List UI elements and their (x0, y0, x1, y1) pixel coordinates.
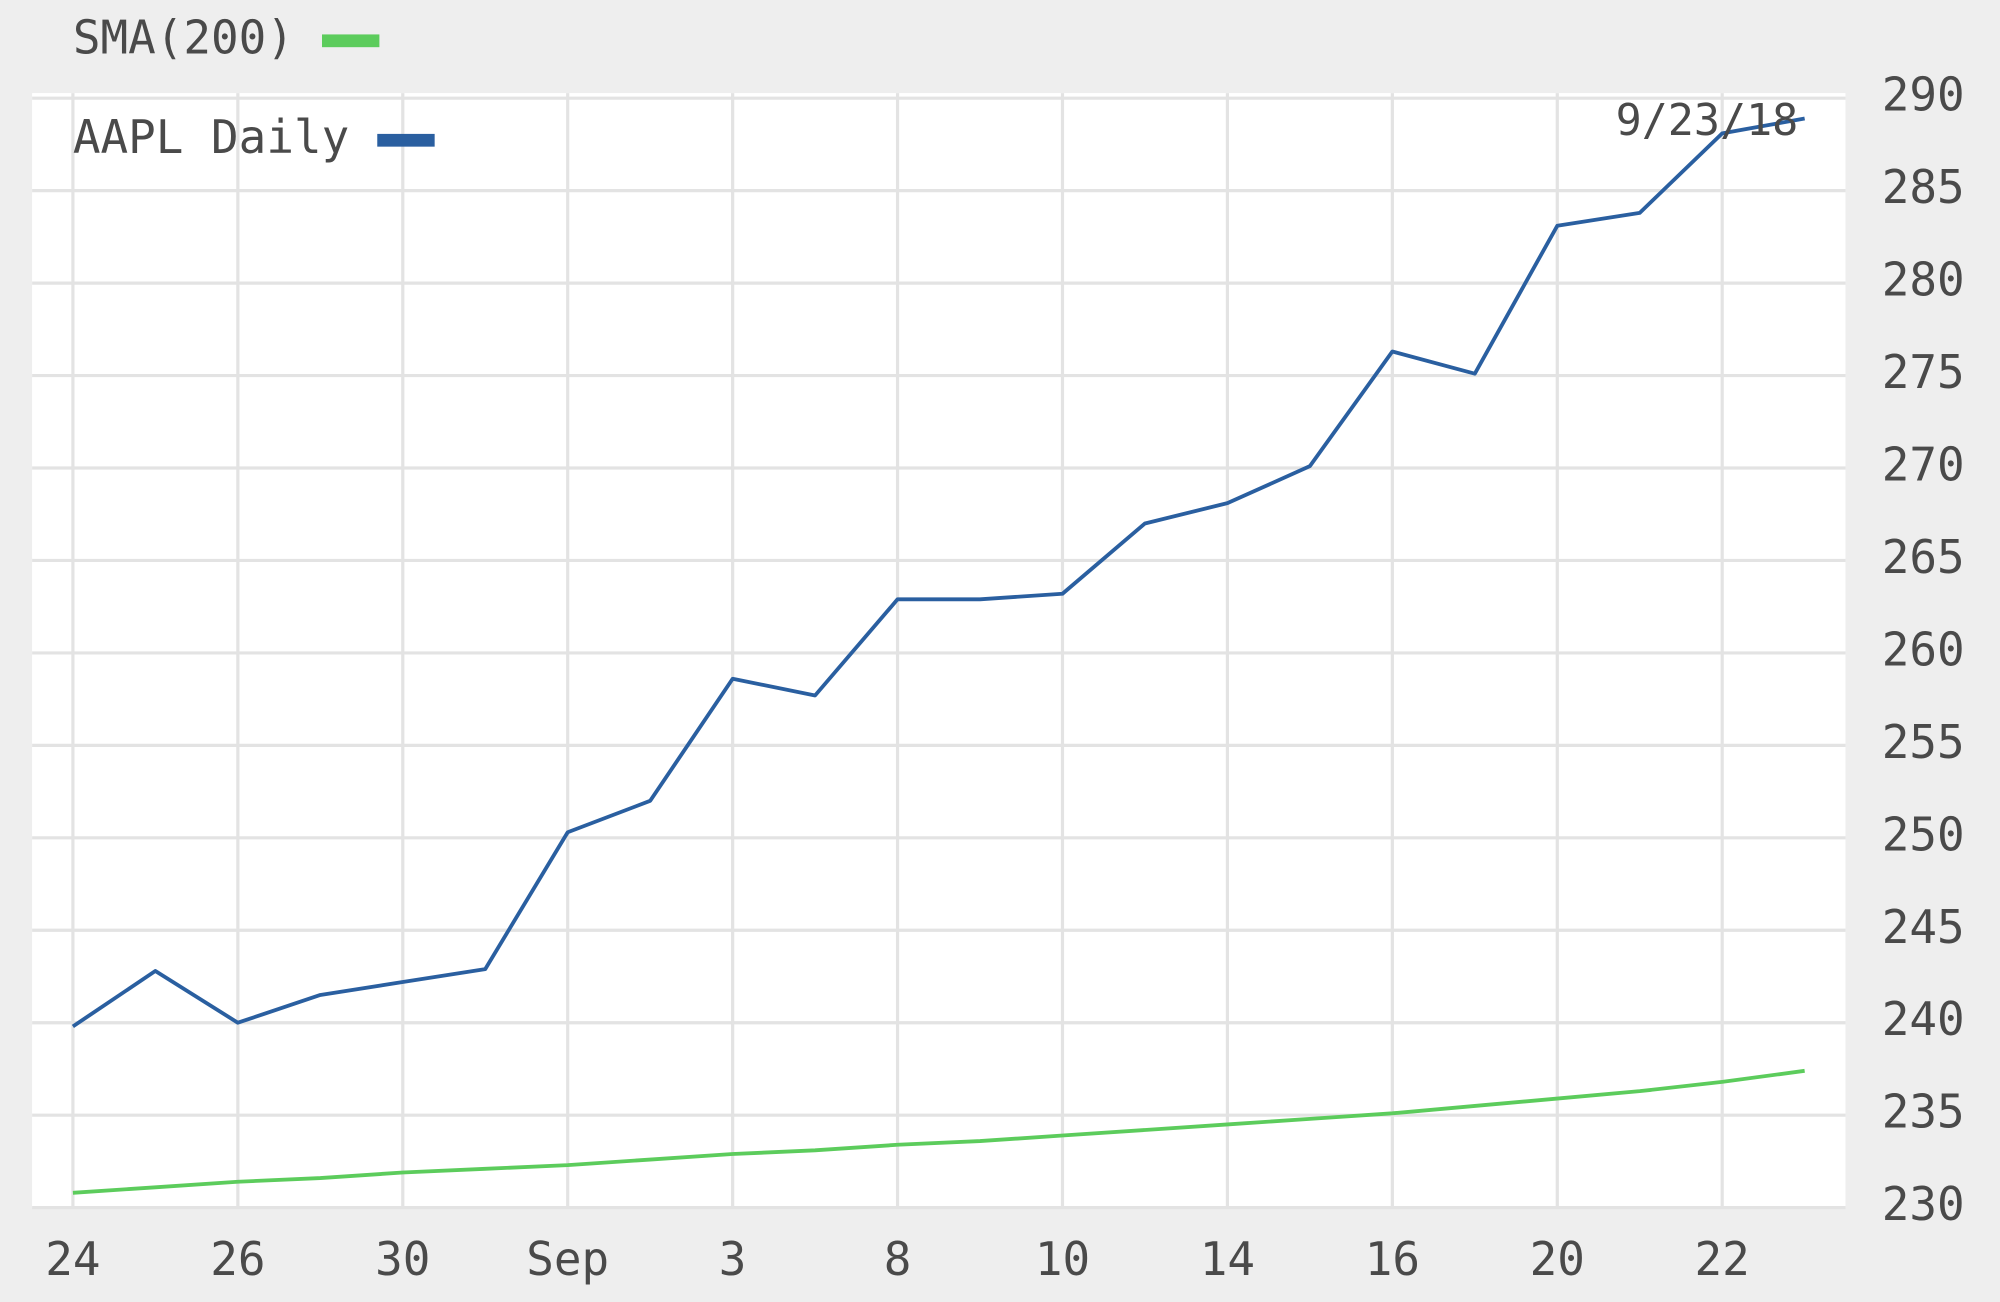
x-tick-label: 3 (719, 1232, 747, 1286)
y-tick-label: 260 (1882, 622, 1965, 676)
series-line (72, 1068, 1805, 1195)
y-tick-label: 290 (1882, 68, 1965, 122)
legend-label: AAPL Daily (73, 110, 349, 164)
x-tick-label: 20 (1530, 1232, 1585, 1286)
x-tick-label: 30 (375, 1232, 430, 1286)
series-line (71, 116, 1806, 1029)
y-tick-label: 250 (1882, 807, 1965, 861)
x-tick-label: 14 (1200, 1232, 1255, 1286)
grid (32, 93, 1846, 1210)
x-tick-label: 22 (1695, 1232, 1750, 1286)
lines (71, 116, 1806, 1195)
y-tick-label: 270 (1882, 438, 1965, 492)
y-tick-label: 285 (1882, 160, 1965, 214)
legend-swatch (377, 133, 435, 147)
y-tick-label: 245 (1882, 900, 1965, 954)
plot-area (32, 93, 1846, 1208)
y-tick-label: 235 (1882, 1085, 1965, 1139)
y-tick-label: 255 (1882, 715, 1965, 769)
legend-swatch (322, 34, 380, 48)
y-tick-label: 230 (1882, 1177, 1965, 1231)
labels: 230 235 240 245 250 255 260 265 270 275 280 285 290 2… (45, 10, 1964, 1286)
x-tick-label: 26 (210, 1232, 265, 1286)
x-tick-label: 8 (884, 1232, 912, 1286)
y-tick-label: 265 (1882, 530, 1965, 584)
legend-label: SMA(200) (73, 10, 294, 64)
x-tick-label: 10 (1035, 1232, 1090, 1286)
x-tick-label: Sep (526, 1232, 609, 1286)
x-tick-label: 24 (45, 1232, 100, 1286)
x-tick-label: 16 (1365, 1232, 1420, 1286)
y-tick-label: 240 (1882, 992, 1965, 1046)
y-tick-label: 280 (1882, 253, 1965, 307)
y-tick-label: 275 (1882, 345, 1965, 399)
date-annotation: 9/23/18 (1616, 96, 1799, 146)
